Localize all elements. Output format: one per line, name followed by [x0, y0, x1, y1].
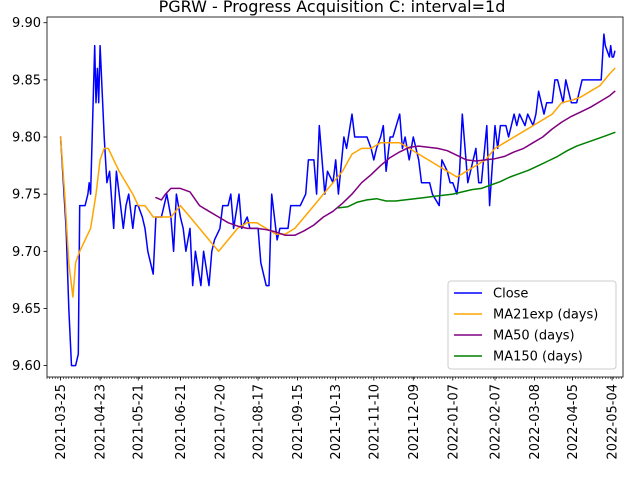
x-tick-label: 2021-09-15: [291, 384, 306, 460]
x-tick-label: 2022-04-05: [566, 384, 581, 460]
x-tick-label: 2022-02-07: [489, 384, 504, 460]
y-tick-label: 9.75: [12, 188, 41, 203]
y-tick-label: 9.60: [12, 359, 41, 374]
x-tick-label: 2022-05-04: [606, 384, 621, 460]
axes-layer: 9.60 9.65 9.70 9.75 9.80 9.85 9.90 2021-03-25 20…: [12, 16, 624, 460]
x-tick-label: 2022-03-08: [528, 384, 543, 460]
x-tick-label: 2021-11-10: [367, 384, 382, 460]
x-tick-label: 2021-04-23: [94, 384, 109, 460]
x-tick-label: 2021-10-13: [329, 384, 344, 460]
legend-box: [447, 280, 617, 370]
x-tick-label: 2021-12-09: [407, 384, 422, 460]
x-tick-label: 2021-05-21: [132, 384, 147, 460]
y-tick-label: 9.70: [12, 245, 41, 260]
x-tick-label: 2022-01-07: [446, 384, 461, 460]
plot-frame: [46, 16, 624, 378]
legend: Close MA21exp (days) MA50 (days) MA150 (day…: [447, 280, 617, 370]
y-tick-label: 9.85: [12, 73, 41, 88]
legend-label-0: Close: [493, 287, 528, 302]
x-tick-label: 2021-03-25: [54, 384, 69, 460]
chart-title: PGRW - Progress Acquisition C: interval=…: [159, 0, 506, 16]
series-line-2: [155, 90, 616, 237]
y-tick-label: 9.90: [12, 16, 41, 31]
y-tick-label: 9.65: [12, 302, 41, 317]
x-tick-label: 2021-07-20: [213, 384, 228, 460]
legend-label-1: MA21exp (days): [493, 308, 598, 323]
y-tick-label: 9.80: [12, 131, 41, 146]
series-line-3: [337, 131, 616, 209]
legend-label-3: MA150 (days): [493, 350, 583, 365]
series-line-0: [59, 33, 616, 367]
x-tick-label: 2021-06-21: [174, 384, 189, 460]
series-layer: [59, 33, 616, 367]
series-line-1: [59, 67, 616, 298]
legend-label-2: MA50 (days): [493, 329, 575, 344]
x-tick-label: 2021-08-17: [252, 384, 267, 460]
